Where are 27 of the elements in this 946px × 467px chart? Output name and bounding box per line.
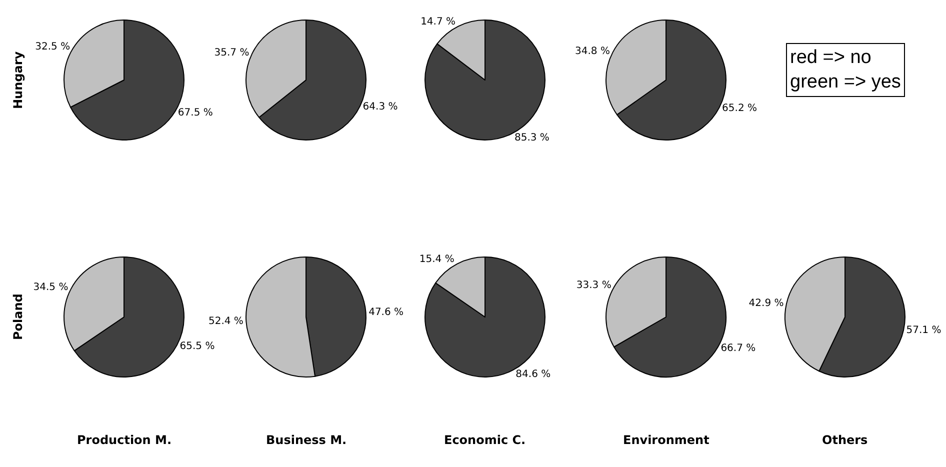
data-label: 34.8 % bbox=[575, 46, 610, 57]
data-label: 35.7 % bbox=[214, 47, 250, 58]
text: Environment bbox=[623, 433, 710, 447]
text: Hungary bbox=[11, 51, 25, 109]
text: Poland bbox=[11, 294, 25, 340]
text: green => yes bbox=[790, 72, 901, 93]
text: Production M. bbox=[77, 433, 172, 447]
data-label: 67.5 % bbox=[178, 107, 213, 118]
data-label: 66.7 % bbox=[720, 342, 756, 354]
data-label: 47.6 % bbox=[368, 306, 404, 318]
data-label: 32.5 % bbox=[35, 42, 70, 53]
text: Others bbox=[822, 433, 868, 447]
data-label: 64.3 % bbox=[362, 102, 398, 113]
data-label: 57.1 % bbox=[906, 325, 942, 336]
data-label: 85.3 % bbox=[514, 132, 550, 144]
text: Economic C. bbox=[444, 433, 526, 447]
data-label: 42.9 % bbox=[748, 298, 784, 309]
data-label: 65.2 % bbox=[722, 103, 757, 114]
text: red => no bbox=[790, 47, 872, 68]
data-label: 33.3 % bbox=[576, 280, 612, 292]
data-label: 34.5 % bbox=[33, 282, 68, 294]
data-label: 65.5 % bbox=[180, 340, 215, 352]
data-label: 84.6 % bbox=[516, 368, 551, 380]
data-label: 14.7 % bbox=[420, 16, 456, 28]
data-label: 15.4 % bbox=[419, 254, 454, 266]
text: Business M. bbox=[266, 433, 347, 447]
data-label: 52.4 % bbox=[208, 316, 244, 328]
